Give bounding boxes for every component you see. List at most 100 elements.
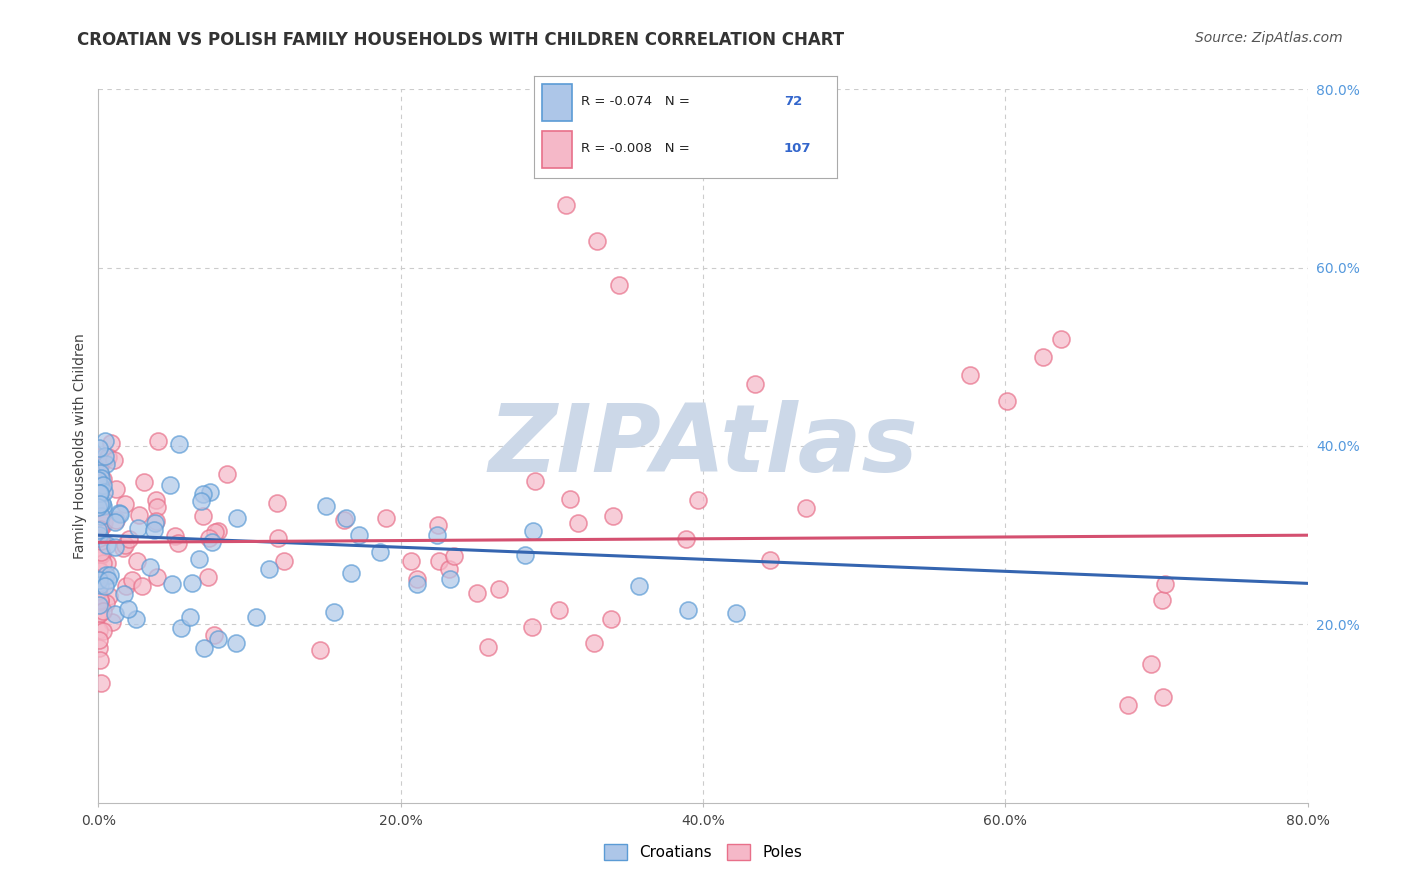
Point <box>225 511 247 525</box>
Point <box>87 633 110 648</box>
Point <box>94 434 117 449</box>
Point <box>273 554 295 568</box>
Point <box>204 524 226 539</box>
Text: CROATIAN VS POLISH FAMILY HOUSEHOLDS WITH CHILDREN CORRELATION CHART: CROATIAN VS POLISH FAMILY HOUSEHOLDS WIT… <box>77 31 845 49</box>
Point <box>90 545 112 559</box>
Point <box>207 632 229 646</box>
Point <box>335 511 357 525</box>
Point <box>94 567 117 582</box>
Point <box>90 532 112 546</box>
Point <box>309 643 332 657</box>
Point <box>406 572 429 586</box>
Point <box>128 508 150 522</box>
Point <box>200 484 222 499</box>
Point <box>370 545 392 559</box>
Point <box>193 640 215 655</box>
Point <box>118 532 141 546</box>
Point <box>724 606 747 620</box>
Point <box>91 478 114 492</box>
Point <box>104 607 127 622</box>
Point <box>103 452 125 467</box>
Point <box>340 566 363 581</box>
Point <box>90 480 112 494</box>
Point <box>225 636 247 650</box>
Point <box>125 554 148 568</box>
Point <box>427 554 450 568</box>
Point <box>91 499 114 513</box>
Bar <box>541 84 572 121</box>
Point <box>179 610 201 624</box>
Point <box>89 497 111 511</box>
Point <box>104 515 127 529</box>
Point <box>193 508 215 523</box>
Text: R = -0.008   N =: R = -0.008 N = <box>581 142 695 155</box>
Point <box>399 554 422 568</box>
Point <box>215 467 238 481</box>
Point <box>105 513 128 527</box>
Point <box>198 531 221 545</box>
Point <box>94 596 117 610</box>
Point <box>139 559 162 574</box>
Point <box>87 476 110 491</box>
Text: R = -0.074   N =: R = -0.074 N = <box>581 95 695 109</box>
Point <box>558 492 581 507</box>
Point <box>1139 657 1161 672</box>
Point <box>89 459 111 474</box>
Point <box>600 612 623 626</box>
Point <box>548 603 571 617</box>
Point <box>96 556 118 570</box>
Point <box>1150 593 1173 607</box>
Point <box>114 538 136 552</box>
Point <box>89 467 111 481</box>
Point <box>104 541 127 555</box>
Point <box>676 603 699 617</box>
Point <box>143 516 166 531</box>
Point <box>477 640 499 654</box>
Point <box>105 482 128 496</box>
Point <box>89 606 111 620</box>
Point <box>87 562 110 576</box>
Text: 72: 72 <box>783 95 801 109</box>
Point <box>121 573 143 587</box>
Point <box>90 547 112 561</box>
Point <box>744 376 766 391</box>
Point <box>148 434 170 449</box>
Point <box>93 515 115 529</box>
Point <box>586 234 609 248</box>
Point <box>87 531 110 545</box>
Point <box>163 529 186 543</box>
Point <box>520 620 543 634</box>
Point <box>169 437 191 451</box>
Point <box>89 522 111 536</box>
Bar <box>541 131 572 168</box>
Point <box>1152 690 1174 704</box>
Point <box>465 585 488 599</box>
Point <box>131 579 153 593</box>
Point <box>93 449 115 463</box>
Point <box>145 514 167 528</box>
Point <box>583 636 606 650</box>
Point <box>170 621 193 635</box>
Point <box>439 572 461 586</box>
Point <box>628 579 651 593</box>
Point <box>146 500 169 515</box>
Point <box>427 517 450 532</box>
Point <box>91 496 114 510</box>
Point <box>97 589 120 603</box>
Point <box>87 583 110 598</box>
Point <box>91 624 114 639</box>
Point <box>1050 332 1073 346</box>
Point <box>117 602 139 616</box>
Point <box>89 598 111 612</box>
Point <box>87 523 110 537</box>
Point <box>145 493 167 508</box>
Point <box>488 582 510 596</box>
Point <box>100 436 122 450</box>
Point <box>89 578 111 592</box>
Point <box>90 509 112 524</box>
Point <box>180 576 202 591</box>
Point <box>94 579 117 593</box>
Point <box>112 587 135 601</box>
Point <box>89 594 111 608</box>
Point <box>333 513 356 527</box>
